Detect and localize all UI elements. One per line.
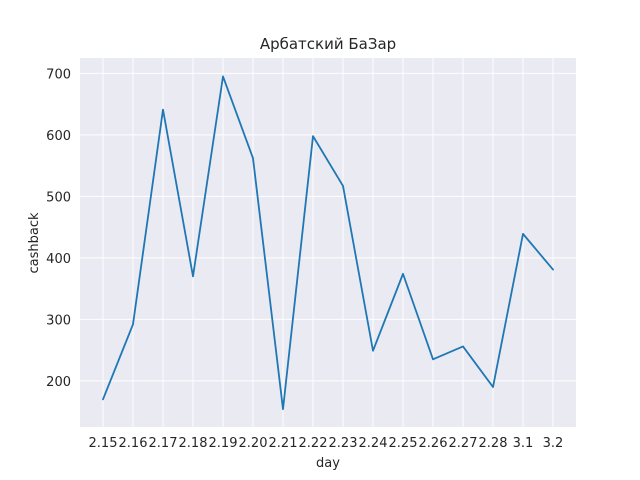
- x-tick-label: 2.28: [479, 436, 508, 451]
- y-tick-label: 600: [46, 129, 71, 144]
- y-axis-label: cashback: [27, 212, 42, 273]
- x-tick-label: 2.22: [299, 436, 328, 451]
- y-tick-label: 500: [46, 190, 71, 205]
- x-tick-label: 2.17: [149, 436, 178, 451]
- plot-background: [80, 58, 576, 427]
- x-tick-label: 2.27: [449, 436, 478, 451]
- y-tick-label: 400: [46, 252, 71, 267]
- x-tick-label: 2.15: [89, 436, 118, 451]
- x-tick-label: 2.24: [359, 436, 388, 451]
- chart-title: Арбатский БаЗар: [260, 35, 396, 53]
- x-tick-label: 2.26: [419, 436, 448, 451]
- y-tick-label: 300: [46, 313, 71, 328]
- x-tick-label: 2.23: [329, 436, 358, 451]
- x-axis-label: day: [316, 456, 340, 471]
- x-tick-label: 3.1: [513, 436, 534, 451]
- grid-lines: [80, 58, 576, 427]
- x-tick-label: 2.20: [239, 436, 268, 451]
- x-axis-ticks: 2.15 2.16 2.17 2.18 2.19 2.20 2.21 2.22 2.23 2.24…: [89, 436, 564, 451]
- x-tick-label: 2.25: [389, 436, 418, 451]
- y-tick-label: 200: [46, 375, 71, 390]
- x-tick-label: 2.16: [119, 436, 148, 451]
- x-tick-label: 2.18: [179, 436, 208, 451]
- y-axis-ticks: 200 300 400 500 600 700: [46, 67, 71, 390]
- x-tick-label: 2.21: [269, 436, 298, 451]
- y-tick-label: 700: [46, 67, 71, 82]
- x-tick-label: 2.19: [209, 436, 238, 451]
- series-layer: [102, 75, 554, 411]
- series-line: [102, 75, 554, 411]
- x-tick-label: 3.2: [543, 436, 564, 451]
